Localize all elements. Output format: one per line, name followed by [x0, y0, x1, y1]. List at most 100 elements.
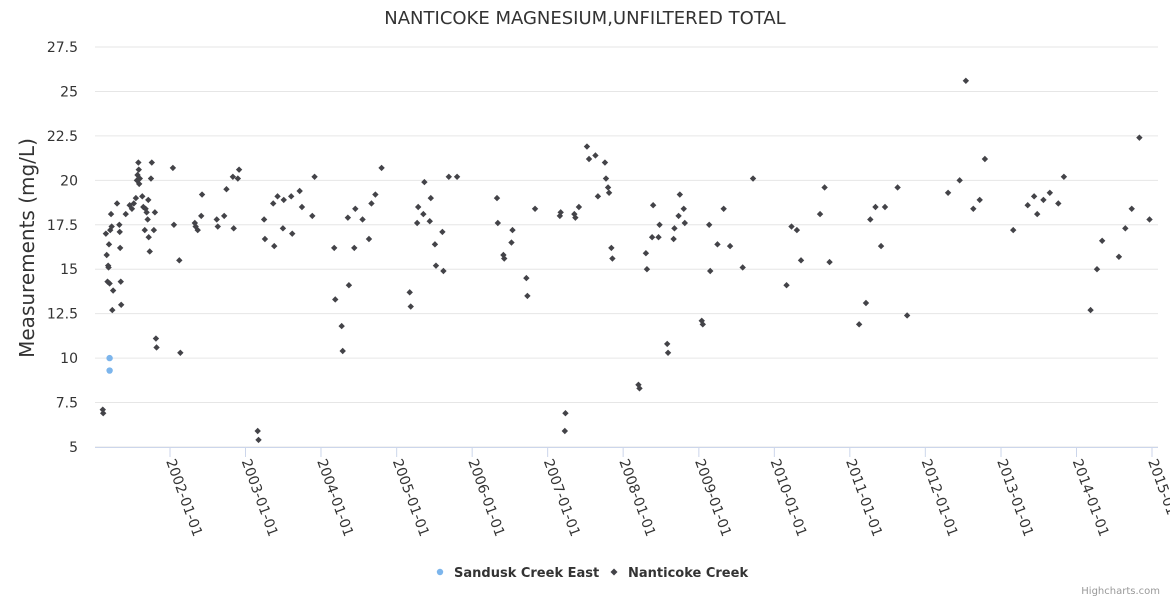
point-nanticoke-creek[interactable]	[109, 306, 116, 314]
point-nanticoke-creek[interactable]	[445, 173, 452, 180]
point-nanticoke-creek[interactable]	[675, 212, 682, 220]
point-nanticoke-creek[interactable]	[726, 242, 734, 250]
point-nanticoke-creek[interactable]	[132, 194, 140, 202]
point-nanticoke-creek[interactable]	[562, 410, 569, 417]
point-nanticoke-creek[interactable]	[867, 216, 874, 223]
point-nanticoke-creek[interactable]	[198, 191, 206, 198]
point-nanticoke-creek[interactable]	[494, 219, 502, 227]
point-nanticoke-creek[interactable]	[698, 317, 705, 324]
point-nanticoke-creek[interactable]	[676, 191, 684, 198]
point-nanticoke-creek[interactable]	[144, 216, 151, 223]
point-nanticoke-creek[interactable]	[332, 296, 339, 303]
point-nanticoke-creek[interactable]	[1087, 306, 1094, 314]
point-nanticoke-creek[interactable]	[270, 200, 277, 207]
point-nanticoke-creek[interactable]	[976, 196, 983, 204]
point-nanticoke-creek[interactable]	[707, 267, 714, 275]
point-nanticoke-creek[interactable]	[1093, 266, 1101, 273]
point-nanticoke-creek[interactable]	[508, 239, 515, 246]
point-nanticoke-creek[interactable]	[1024, 202, 1031, 209]
point-nanticoke-creek[interactable]	[235, 166, 243, 173]
point-nanticoke-creek[interactable]	[130, 200, 138, 207]
point-nanticoke-creek[interactable]	[585, 155, 593, 163]
point-nanticoke-creek[interactable]	[254, 427, 261, 435]
point-nanticoke-creek[interactable]	[862, 299, 870, 307]
point-nanticoke-creek[interactable]	[135, 159, 142, 166]
point-nanticoke-creek[interactable]	[106, 280, 113, 287]
point-nanticoke-creek[interactable]	[368, 200, 375, 207]
point-nanticoke-creek[interactable]	[99, 410, 107, 417]
point-nanticoke-creek[interactable]	[230, 225, 237, 232]
point-nanticoke-creek[interactable]	[122, 210, 129, 218]
point-nanticoke-creek[interactable]	[656, 221, 663, 228]
point-nanticoke-creek[interactable]	[351, 244, 358, 252]
point-nanticoke-creek[interactable]	[352, 205, 359, 212]
point-nanticoke-creek[interactable]	[421, 178, 428, 186]
point-nanticoke-creek[interactable]	[604, 184, 612, 191]
point-nanticoke-creek[interactable]	[602, 175, 610, 182]
point-nanticoke-creek[interactable]	[255, 436, 262, 444]
point-nanticoke-creek[interactable]	[872, 203, 879, 211]
point-nanticoke-creek[interactable]	[956, 177, 963, 184]
point-nanticoke-creek[interactable]	[117, 278, 124, 285]
point-nanticoke-creek[interactable]	[605, 189, 613, 196]
point-nanticoke-creek[interactable]	[194, 226, 201, 234]
point-nanticoke-creek[interactable]	[720, 205, 727, 212]
point-nanticoke-creek[interactable]	[1115, 253, 1123, 260]
point-nanticoke-creek[interactable]	[855, 321, 863, 328]
point-nanticoke-creek[interactable]	[344, 214, 352, 221]
point-nanticoke-creek[interactable]	[881, 203, 889, 211]
point-sandusk-creek-east[interactable]	[106, 367, 113, 374]
point-nanticoke-creek[interactable]	[431, 241, 439, 248]
point-nanticoke-creek[interactable]	[643, 266, 651, 273]
point-nanticoke-creek[interactable]	[214, 223, 221, 230]
point-nanticoke-creek[interactable]	[345, 282, 353, 289]
point-nanticoke-creek[interactable]	[136, 175, 144, 182]
point-nanticoke-creek[interactable]	[135, 180, 143, 188]
point-nanticoke-creek[interactable]	[420, 210, 427, 218]
point-nanticoke-creek[interactable]	[655, 234, 662, 241]
point-nanticoke-creek[interactable]	[274, 193, 281, 200]
point-nanticoke-creek[interactable]	[406, 289, 413, 296]
point-nanticoke-creek[interactable]	[583, 143, 591, 150]
point-nanticoke-creek[interactable]	[1122, 225, 1129, 232]
point-nanticoke-creek[interactable]	[1034, 210, 1041, 218]
point-nanticoke-creek[interactable]	[229, 173, 237, 180]
point-nanticoke-creek[interactable]	[107, 210, 115, 218]
point-nanticoke-creek[interactable]	[309, 212, 316, 220]
point-nanticoke-creek[interactable]	[146, 248, 153, 255]
point-nanticoke-creek[interactable]	[592, 152, 599, 159]
point-nanticoke-creek[interactable]	[426, 218, 433, 225]
point-nanticoke-creek[interactable]	[1040, 196, 1047, 204]
point-nanticoke-creek[interactable]	[783, 282, 790, 289]
point-nanticoke-creek[interactable]	[749, 175, 757, 182]
point-nanticoke-creek[interactable]	[113, 200, 121, 207]
point-nanticoke-creek[interactable]	[1060, 173, 1068, 180]
point-nanticoke-creek[interactable]	[970, 205, 977, 212]
point-nanticoke-creek[interactable]	[407, 303, 414, 310]
point-nanticoke-creek[interactable]	[338, 322, 345, 330]
point-nanticoke-creek[interactable]	[289, 230, 296, 237]
point-nanticoke-creek[interactable]	[150, 226, 158, 234]
point-nanticoke-creek[interactable]	[664, 349, 672, 356]
point-nanticoke-creek[interactable]	[107, 226, 114, 234]
point-nanticoke-creek[interactable]	[608, 244, 615, 252]
point-nanticoke-creek[interactable]	[432, 262, 440, 269]
point-nanticoke-creek[interactable]	[311, 173, 318, 180]
point-nanticoke-creek[interactable]	[821, 184, 828, 191]
point-nanticoke-creek[interactable]	[1055, 200, 1062, 207]
point-nanticoke-creek[interactable]	[170, 221, 178, 228]
point-nanticoke-creek[interactable]	[642, 250, 650, 257]
point-nanticoke-creek[interactable]	[601, 159, 609, 166]
point-nanticoke-creek[interactable]	[427, 194, 435, 202]
point-nanticoke-creek[interactable]	[359, 216, 366, 223]
point-nanticoke-creek[interactable]	[413, 219, 421, 227]
point-nanticoke-creek[interactable]	[826, 258, 833, 266]
legend-item-nanticoke-creek[interactable]: Nanticoke Creek	[610, 566, 749, 581]
point-nanticoke-creek[interactable]	[213, 216, 220, 223]
point-nanticoke-creek[interactable]	[575, 203, 583, 211]
legend-item-sandusk-creek-east[interactable]: Sandusk Creek East	[436, 566, 599, 581]
point-nanticoke-creek[interactable]	[139, 193, 146, 200]
point-nanticoke-creek[interactable]	[816, 210, 824, 218]
point-nanticoke-creek[interactable]	[894, 184, 901, 191]
point-nanticoke-creek[interactable]	[788, 223, 795, 230]
